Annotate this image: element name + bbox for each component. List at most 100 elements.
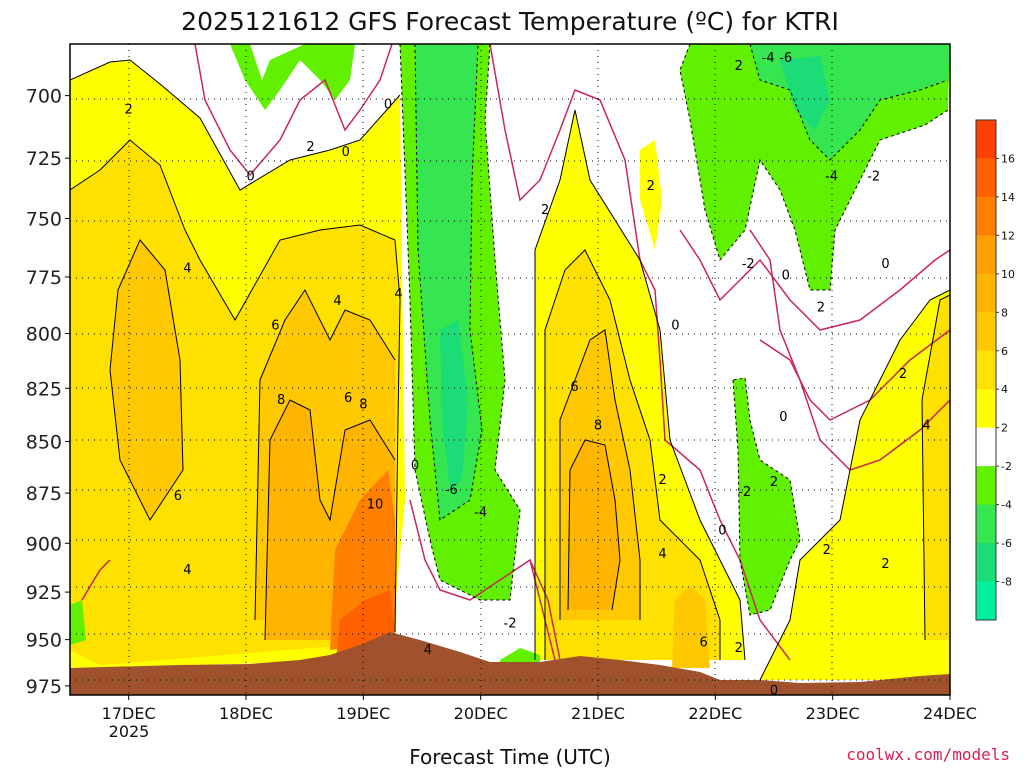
contour-label-23: 6	[570, 380, 578, 395]
iso-neg2-a	[399, 44, 521, 601]
colorbar-swatch-8	[976, 427, 996, 467]
y-tick-label-975: 975	[26, 676, 62, 698]
contour-label-10: 6	[344, 391, 352, 406]
zero-line-h	[529, 559, 561, 661]
colorbar-swatch-3	[976, 235, 996, 275]
y-axis: 700 725 750 775 800 825 850 875 900 925 950 975	[26, 86, 70, 698]
iso-4-a	[70, 139, 396, 322]
colorbar-label-1: 14	[1001, 191, 1015, 204]
contour-label-18: -2	[504, 617, 517, 632]
iso-neg2-c	[679, 44, 949, 291]
contour-label-0: 2	[125, 102, 133, 117]
colorbar-label-8: -2	[1001, 460, 1012, 473]
contour-label-13: 6	[174, 489, 182, 504]
contour-label-27: 6	[699, 635, 707, 650]
temp-band-2-4-c	[760, 290, 950, 680]
y-tick-label-875: 875	[26, 483, 62, 505]
contour-label-37: -2	[867, 169, 880, 184]
plot-frame	[69, 43, 951, 696]
y-tick-label-800: 800	[26, 323, 62, 345]
colorbar-swatch-11	[976, 543, 996, 583]
isotherm-lines	[70, 59, 950, 681]
iso-8-b	[567, 439, 621, 611]
contour-label-12: 10	[367, 497, 384, 512]
iso-8-a	[264, 399, 396, 641]
contour-label-3: 0	[342, 145, 350, 160]
contour-label-30: -2	[738, 485, 751, 500]
contour-label-4: 0	[384, 97, 392, 112]
iso-neg4-c	[749, 44, 949, 161]
colorbar-swatch-4	[976, 273, 996, 313]
colorbar-label-5: 6	[1001, 345, 1008, 358]
contour-label-25: 2	[658, 473, 666, 488]
y-tick-label-700: 700	[26, 86, 62, 108]
x-tick-label-17DEC: 17DEC	[102, 704, 156, 723]
x-tick-label-18DEC: 18DEC	[219, 704, 273, 723]
y-tick-label-925: 925	[26, 582, 62, 604]
contour-label-16: -6	[445, 483, 458, 498]
contour-label-1: 0	[247, 169, 255, 184]
negative-isotherms	[399, 44, 949, 616]
zero-line-g	[81, 559, 111, 601]
temp-band-2-4-d	[640, 140, 662, 250]
contour-label-8: 6	[271, 319, 279, 334]
contour-label-5: 4	[183, 262, 191, 277]
colorbar-label-3: 10	[1001, 268, 1015, 281]
colorbar-frame	[975, 119, 997, 621]
x-subtick-label: 2025	[109, 722, 150, 741]
gridlines	[70, 44, 950, 695]
colorbar-swatch-1	[976, 158, 996, 198]
temp-band-neg2-c	[680, 44, 950, 290]
x-axis: 17DEC 18DEC 19DEC 20DEC 21DEC 22DEC 23DEC 24DEC	[102, 695, 977, 723]
contour-label-17: -4	[474, 505, 487, 520]
iso-2-a	[70, 59, 401, 191]
contour-label-38: -2	[742, 257, 755, 272]
colorbar-label-0: 16	[1001, 152, 1015, 165]
iso-front	[394, 239, 401, 633]
contour-label-31: 2	[770, 475, 778, 490]
colorbar-label-4: 8	[1001, 306, 1008, 319]
zero-line-a	[194, 44, 393, 177]
contour-label-22: 0	[671, 319, 679, 334]
zero-line-e	[759, 329, 950, 421]
colorbar-label-11: -8	[1001, 576, 1012, 589]
colorbar-swatch-10	[976, 504, 996, 544]
x-tick-label-22DEC: 22DEC	[688, 704, 742, 723]
contour-label-24: 8	[594, 419, 602, 434]
x-tick-label-19DEC: 19DEC	[336, 704, 390, 723]
contour-label-32: 0	[779, 410, 787, 425]
contour-label-14: 4	[183, 563, 191, 578]
y-tick-label-825: 825	[26, 378, 62, 400]
iso-neg4-a	[414, 44, 483, 521]
contour-label-15: 0	[411, 458, 419, 473]
contour-label-11: 8	[359, 397, 367, 412]
contour-label-20: 2	[541, 203, 549, 218]
y-tick-label-850: 850	[26, 431, 62, 453]
terrain	[70, 632, 950, 695]
colorbar-swatch-6	[976, 350, 996, 390]
colorbar-label-6: 4	[1001, 383, 1008, 396]
temp-band-neg6-c	[780, 56, 830, 130]
zero-line-c	[409, 499, 556, 661]
x-tick-label-23DEC: 23DEC	[806, 704, 860, 723]
contour-label-19: 4	[424, 643, 432, 658]
chart-title: 2025121612 GFS Forecast Temperature (ºC)…	[181, 7, 839, 36]
y-tick-label-775: 775	[26, 267, 62, 289]
iso-6-b	[254, 289, 396, 621]
contour-label-41: 0	[881, 257, 889, 272]
colorbar-label-2: 12	[1001, 229, 1015, 242]
temp-band-6-8-d	[672, 585, 710, 668]
contour-label-26: 4	[658, 547, 666, 562]
contour-label-36: -4	[825, 169, 838, 184]
contour-label-29: 0	[718, 523, 726, 538]
temp-band-neg6-neg8	[440, 320, 468, 490]
temp-band-neg2-d	[733, 378, 800, 615]
iso-6-c	[559, 329, 641, 620]
y-tick-label-750: 750	[26, 209, 62, 231]
y-tick-label-725: 725	[26, 148, 62, 170]
watermark: coolwx.com/models	[846, 745, 1010, 764]
colorbar-swatch-5	[976, 312, 996, 352]
